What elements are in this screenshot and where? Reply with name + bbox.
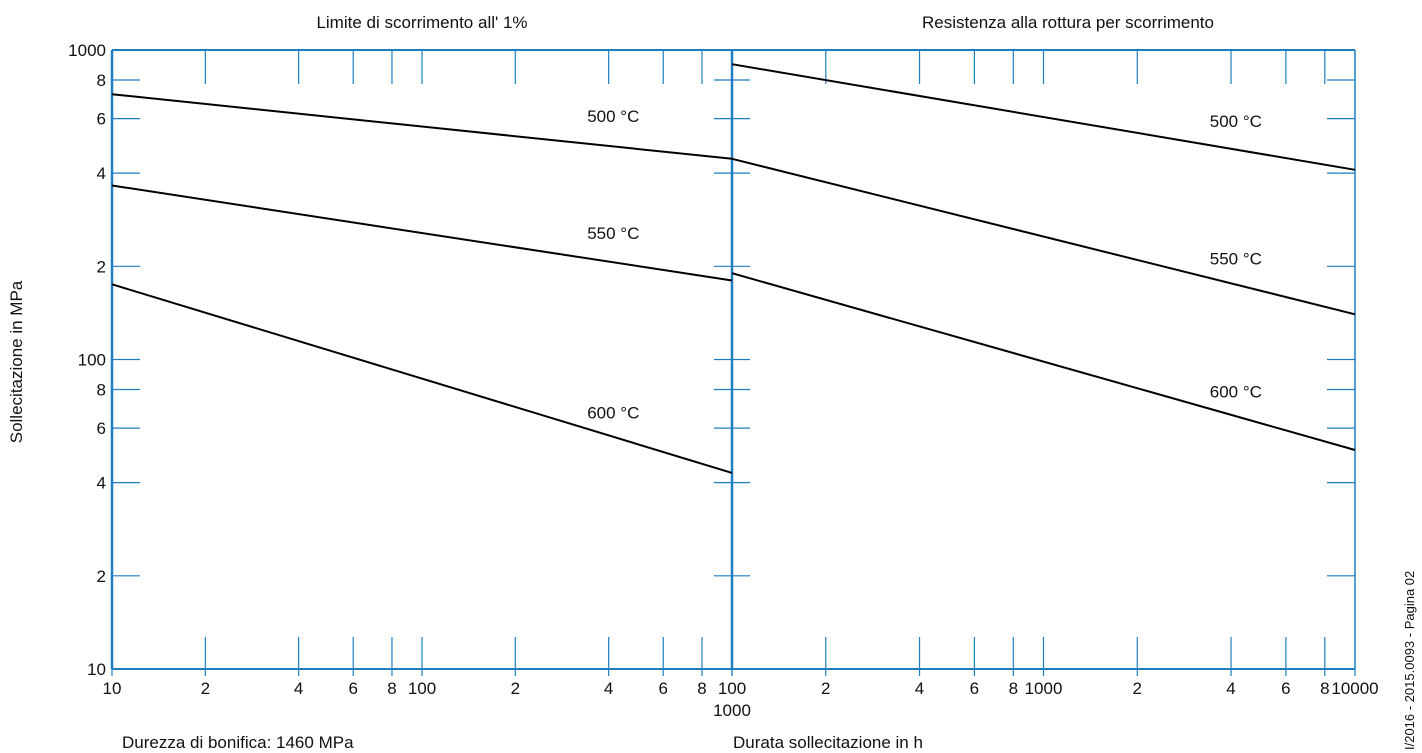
y-axis-label: Sollecitazione in MPa xyxy=(7,280,26,443)
y-tick-label: 6 xyxy=(97,110,106,129)
y-tick-label: 4 xyxy=(97,164,106,183)
x-tick-label: 2 xyxy=(201,679,210,698)
x-tick-label: 1000 xyxy=(713,701,751,720)
x-tick-label: 100 xyxy=(718,679,746,698)
y-tick-label: 6 xyxy=(97,419,106,438)
x-tick-label: 4 xyxy=(1226,679,1235,698)
y-tick-label: 100 xyxy=(78,351,106,370)
series-line xyxy=(111,283,733,474)
series-label: 550 °C xyxy=(1210,250,1262,269)
x-tick-label: 10 xyxy=(103,679,122,698)
x-axis-label: Durata sollecitazione in h xyxy=(733,733,923,752)
x-tick-label: 8 xyxy=(697,679,706,698)
x-tick-label: 4 xyxy=(915,679,924,698)
series-line xyxy=(111,184,733,282)
x-tick-label: 6 xyxy=(1281,679,1290,698)
series-label: 600 °C xyxy=(1210,382,1262,401)
series-label: 500 °C xyxy=(587,107,639,126)
y-tick-label: 8 xyxy=(97,71,106,90)
x-tick-label: 4 xyxy=(294,679,303,698)
x-tick-label: 100 xyxy=(408,679,436,698)
right-chart-title: Resistenza alla rottura per scorrimento xyxy=(922,13,1214,32)
x-tick-label: 8 xyxy=(387,679,396,698)
y-tick-label: 2 xyxy=(97,257,106,276)
data-lines xyxy=(111,63,1356,474)
x-tick-label: 2 xyxy=(821,679,830,698)
series-line xyxy=(731,63,1356,171)
x-tick-label: 4 xyxy=(604,679,613,698)
left-chart-title: Limite di scorrimento all' 1% xyxy=(316,13,527,32)
axis-ticks xyxy=(111,50,1356,676)
y-tick-label: 2 xyxy=(97,567,106,586)
y-tick-label: 8 xyxy=(97,380,106,399)
y-tick-label: 10 xyxy=(87,660,106,679)
chart-text: Limite di scorrimento all' 1% Resistenza… xyxy=(7,13,1417,752)
series-label: 500 °C xyxy=(1210,112,1262,131)
series-label: 600 °C xyxy=(587,404,639,423)
x-tick-label: 10000 xyxy=(1331,679,1378,698)
x-tick-label: 8 xyxy=(1320,679,1329,698)
x-tick-label: 2 xyxy=(511,679,520,698)
x-tick-label: 1000 xyxy=(1025,679,1063,698)
y-tick-label: 4 xyxy=(97,474,106,493)
x-tick-label: 6 xyxy=(348,679,357,698)
y-tick-label: 1000 xyxy=(68,41,106,60)
x-tick-label: 6 xyxy=(970,679,979,698)
hardness-note: Durezza di bonifica: 1460 MPa xyxy=(122,733,354,752)
series-label: 550 °C xyxy=(587,224,639,243)
side-note: I/2016 - 2015.0093 - Pagina 02 xyxy=(1402,571,1417,750)
series-line xyxy=(731,272,1356,451)
x-tick-label: 2 xyxy=(1133,679,1142,698)
x-tick-label: 8 xyxy=(1009,679,1018,698)
series-line xyxy=(731,157,1356,316)
series-line xyxy=(111,93,733,160)
x-tick-label: 6 xyxy=(658,679,667,698)
